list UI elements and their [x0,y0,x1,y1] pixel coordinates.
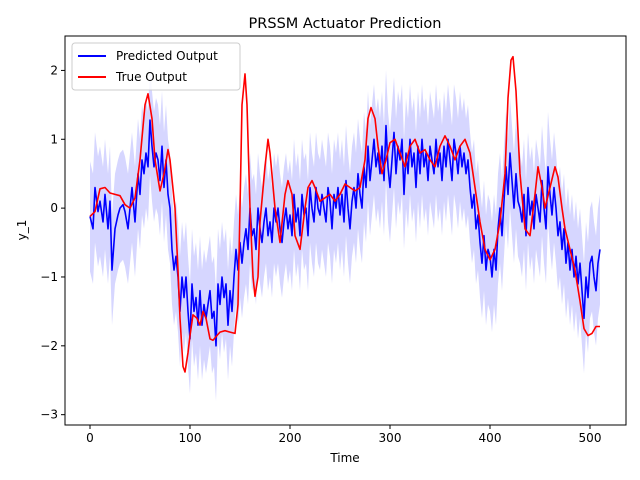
true-output-line [89,55,600,373]
y-axis-label: y_1 [15,220,29,241]
x-axis-label: Time [329,451,359,465]
axes: 0 100 200 300 400 500 −3 −2 −1 0 1 2 [40,63,601,445]
y-tick-label: −1 [40,270,58,284]
y-tick-label: 2 [50,63,58,77]
y-tick-label: −3 [40,408,58,422]
legend-box [71,42,241,91]
y-tick-label: −2 [40,339,58,353]
x-tick-label: 500 [579,431,602,445]
legend: Predicted Output True Output [71,42,241,91]
y-tick-label: 1 [50,132,58,146]
x-tick-label: 0 [86,431,94,445]
x-tick-label: 100 [179,431,202,445]
x-tick-label: 300 [379,431,402,445]
legend-entry-label: True Output [115,70,187,84]
chart-title: PRSSM Actuator Prediction [249,16,442,32]
predicted-output-line [89,119,601,347]
x-tick-label: 200 [279,431,302,445]
axes-frame [64,35,627,426]
y-tick-label: 0 [50,201,58,215]
x-tick-label: 400 [479,431,502,445]
plot-area [89,55,601,401]
legend-entry-label: Predicted Output [116,49,218,63]
